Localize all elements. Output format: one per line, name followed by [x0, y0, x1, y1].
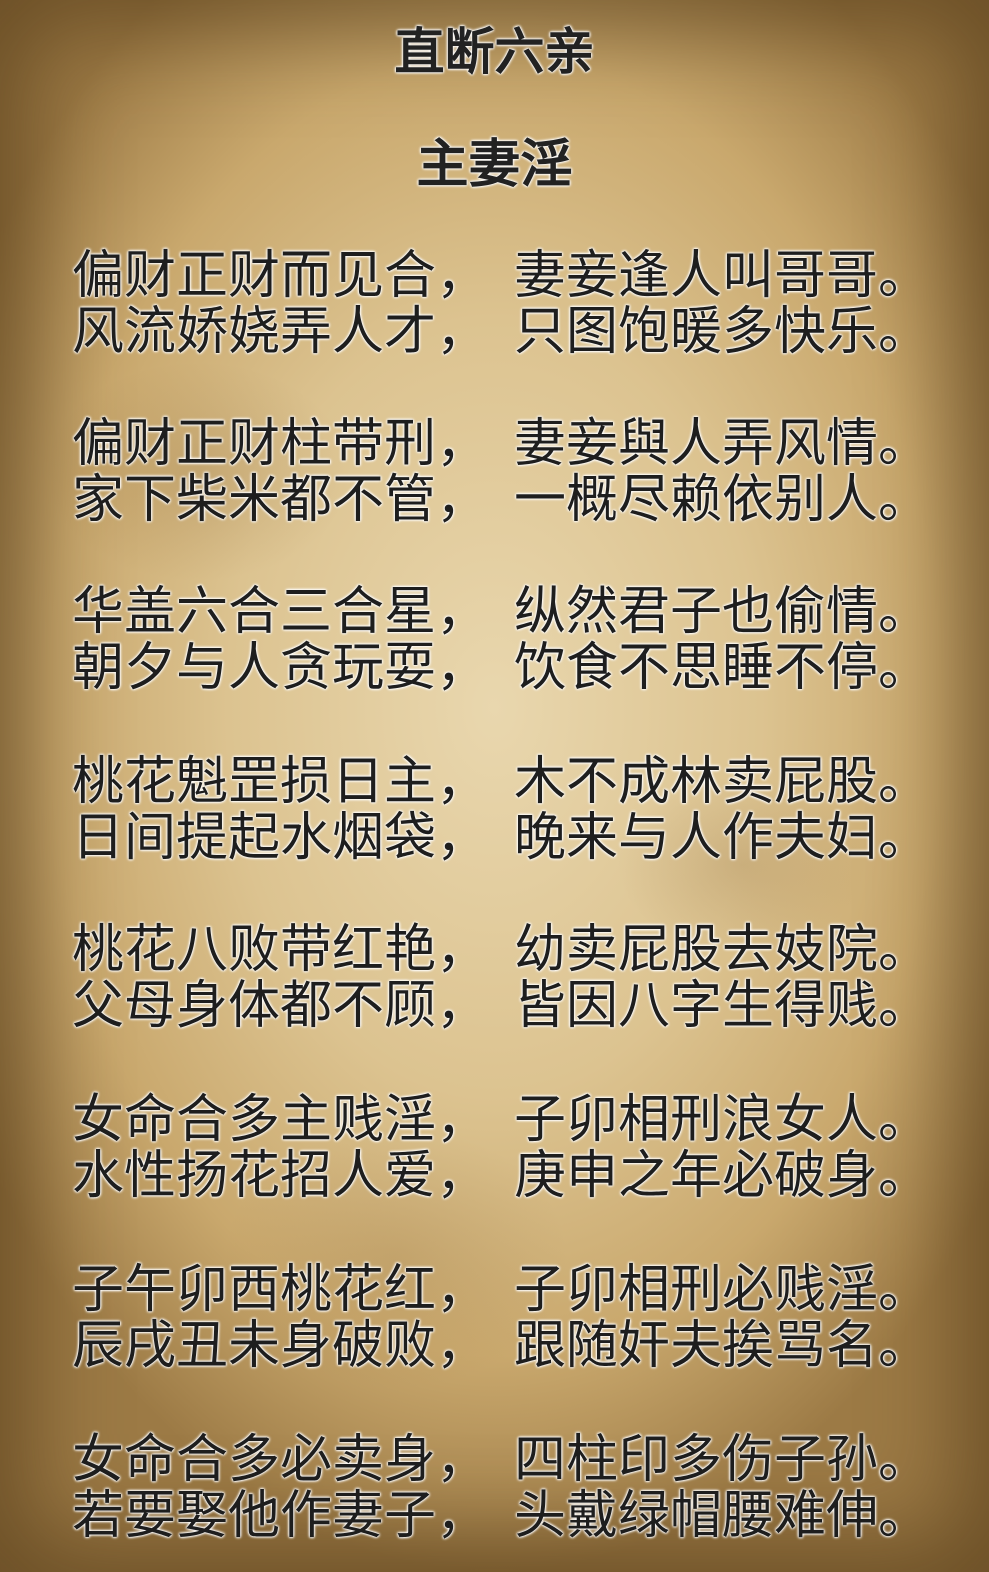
verse-line: 华盖六合三合星， 纵然君子也偷情。 [72, 584, 932, 640]
stanza-3: 华盖六合三合星， 纵然君子也偷情。 朝夕与人贪玩耍， 饮食不思睡不停。 [72, 584, 932, 696]
verse-line: 女命合多必卖身， 四柱印多伤子孙。 [72, 1432, 932, 1488]
verse-half: 幼卖屁股去妓院。 [514, 920, 931, 980]
verse-half: 偏财正财柱带刑， [72, 414, 489, 474]
verse-line: 家下柴米都不管， 一概尽赖依别人。 [72, 472, 932, 528]
verse-half: 华盖六合三合星， [72, 582, 489, 642]
verse-half: 桃花魁罡损日主， [72, 752, 489, 812]
verse-half: 木不成林卖屁股。 [514, 752, 931, 812]
verse-line: 偏财正财而见合， 妻妾逢人叫哥哥。 [72, 248, 932, 304]
verse-line: 桃花魁罡损日主， 木不成林卖屁股。 [72, 754, 932, 810]
verse-half: 子卯相刑必贱淫。 [514, 1260, 931, 1320]
verse-half: 子卯相刑浪女人。 [514, 1090, 931, 1150]
stanza-1: 偏财正财而见合， 妻妾逢人叫哥哥。 风流娇娆弄人才， 只图饱暖多快乐。 [72, 248, 932, 360]
page-title: 直断六亲 [394, 23, 595, 81]
stanza-6: 女命合多主贱淫， 子卯相刑浪女人。 水性扬花招人爱， 庚申之年必破身。 [72, 1092, 932, 1204]
verse-line: 日间提起水烟袋， 晚来与人作夫妇。 [72, 810, 932, 866]
verse-half: 风流娇娆弄人才， [72, 302, 489, 362]
verse-half: 庚申之年必破身。 [514, 1146, 931, 1206]
verse-half: 纵然君子也偷情。 [514, 582, 931, 642]
verse-line: 水性扬花招人爱， 庚申之年必破身。 [72, 1148, 932, 1204]
verse-half: 辰戌丑未身破败， [72, 1316, 489, 1376]
verse-half: 朝夕与人贪玩耍， [72, 638, 489, 698]
verse-line: 桃花八败带红艳， 幼卖屁股去妓院。 [72, 922, 932, 978]
verse-half: 水性扬花招人爱， [72, 1146, 489, 1206]
verse-line: 子午卯西桃花红， 子卯相刑必贱淫。 [72, 1262, 932, 1318]
verse-half: 女命合多主贱淫， [72, 1090, 489, 1150]
verse-half: 女命合多必卖身， [72, 1430, 489, 1490]
verse-line: 父母身体都不顾， 皆因八字生得贱。 [72, 978, 932, 1034]
verse-line: 若要娶他作妻子， 头戴绿帽腰难伸。 [72, 1488, 932, 1544]
verse-half: 跟随奸夫挨骂名。 [514, 1316, 931, 1376]
stanza-2: 偏财正财柱带刑， 妻妾與人弄风情。 家下柴米都不管， 一概尽赖依别人。 [72, 416, 932, 528]
verse-half: 皆因八字生得贱。 [514, 976, 931, 1036]
verse-half: 偏财正财而见合， [72, 246, 489, 306]
verse-half: 一概尽赖依别人。 [514, 470, 931, 530]
verse-half: 妻妾逢人叫哥哥。 [514, 246, 931, 306]
verse-half: 晚来与人作夫妇。 [514, 808, 931, 868]
section-subtitle: 主妻淫 [416, 135, 573, 195]
verse-half: 只图饱暖多快乐。 [514, 302, 931, 362]
verse-half: 头戴绿帽腰难伸。 [514, 1486, 931, 1546]
verse-half: 妻妾與人弄风情。 [514, 414, 931, 474]
stanza-5: 桃花八败带红艳， 幼卖屁股去妓院。 父母身体都不顾， 皆因八字生得贱。 [72, 922, 932, 1034]
verse-half: 日间提起水烟袋， [72, 808, 489, 868]
verse-half: 子午卯西桃花红， [72, 1260, 489, 1320]
verse-line: 女命合多主贱淫， 子卯相刑浪女人。 [72, 1092, 932, 1148]
verse-half: 家下柴米都不管， [72, 470, 489, 530]
verse-line: 朝夕与人贪玩耍， 饮食不思睡不停。 [72, 640, 932, 696]
verse-half: 父母身体都不顾， [72, 976, 489, 1036]
verse-half: 四柱印多伤子孙。 [514, 1430, 931, 1490]
verse-half: 饮食不思睡不停。 [514, 638, 931, 698]
verse-line: 偏财正财柱带刑， 妻妾與人弄风情。 [72, 416, 932, 472]
stanza-7: 子午卯西桃花红， 子卯相刑必贱淫。 辰戌丑未身破败， 跟随奸夫挨骂名。 [72, 1262, 932, 1374]
verse-line: 辰戌丑未身破败， 跟随奸夫挨骂名。 [72, 1318, 932, 1374]
verse-line: 风流娇娆弄人才， 只图饱暖多快乐。 [72, 304, 932, 360]
stanza-8: 女命合多必卖身， 四柱印多伤子孙。 若要娶他作妻子， 头戴绿帽腰难伸。 [72, 1432, 932, 1544]
stanza-4: 桃花魁罡损日主， 木不成林卖屁股。 日间提起水烟袋， 晚来与人作夫妇。 [72, 754, 932, 866]
verse-half: 桃花八败带红艳， [72, 920, 489, 980]
verse-half: 若要娶他作妻子， [72, 1486, 489, 1546]
